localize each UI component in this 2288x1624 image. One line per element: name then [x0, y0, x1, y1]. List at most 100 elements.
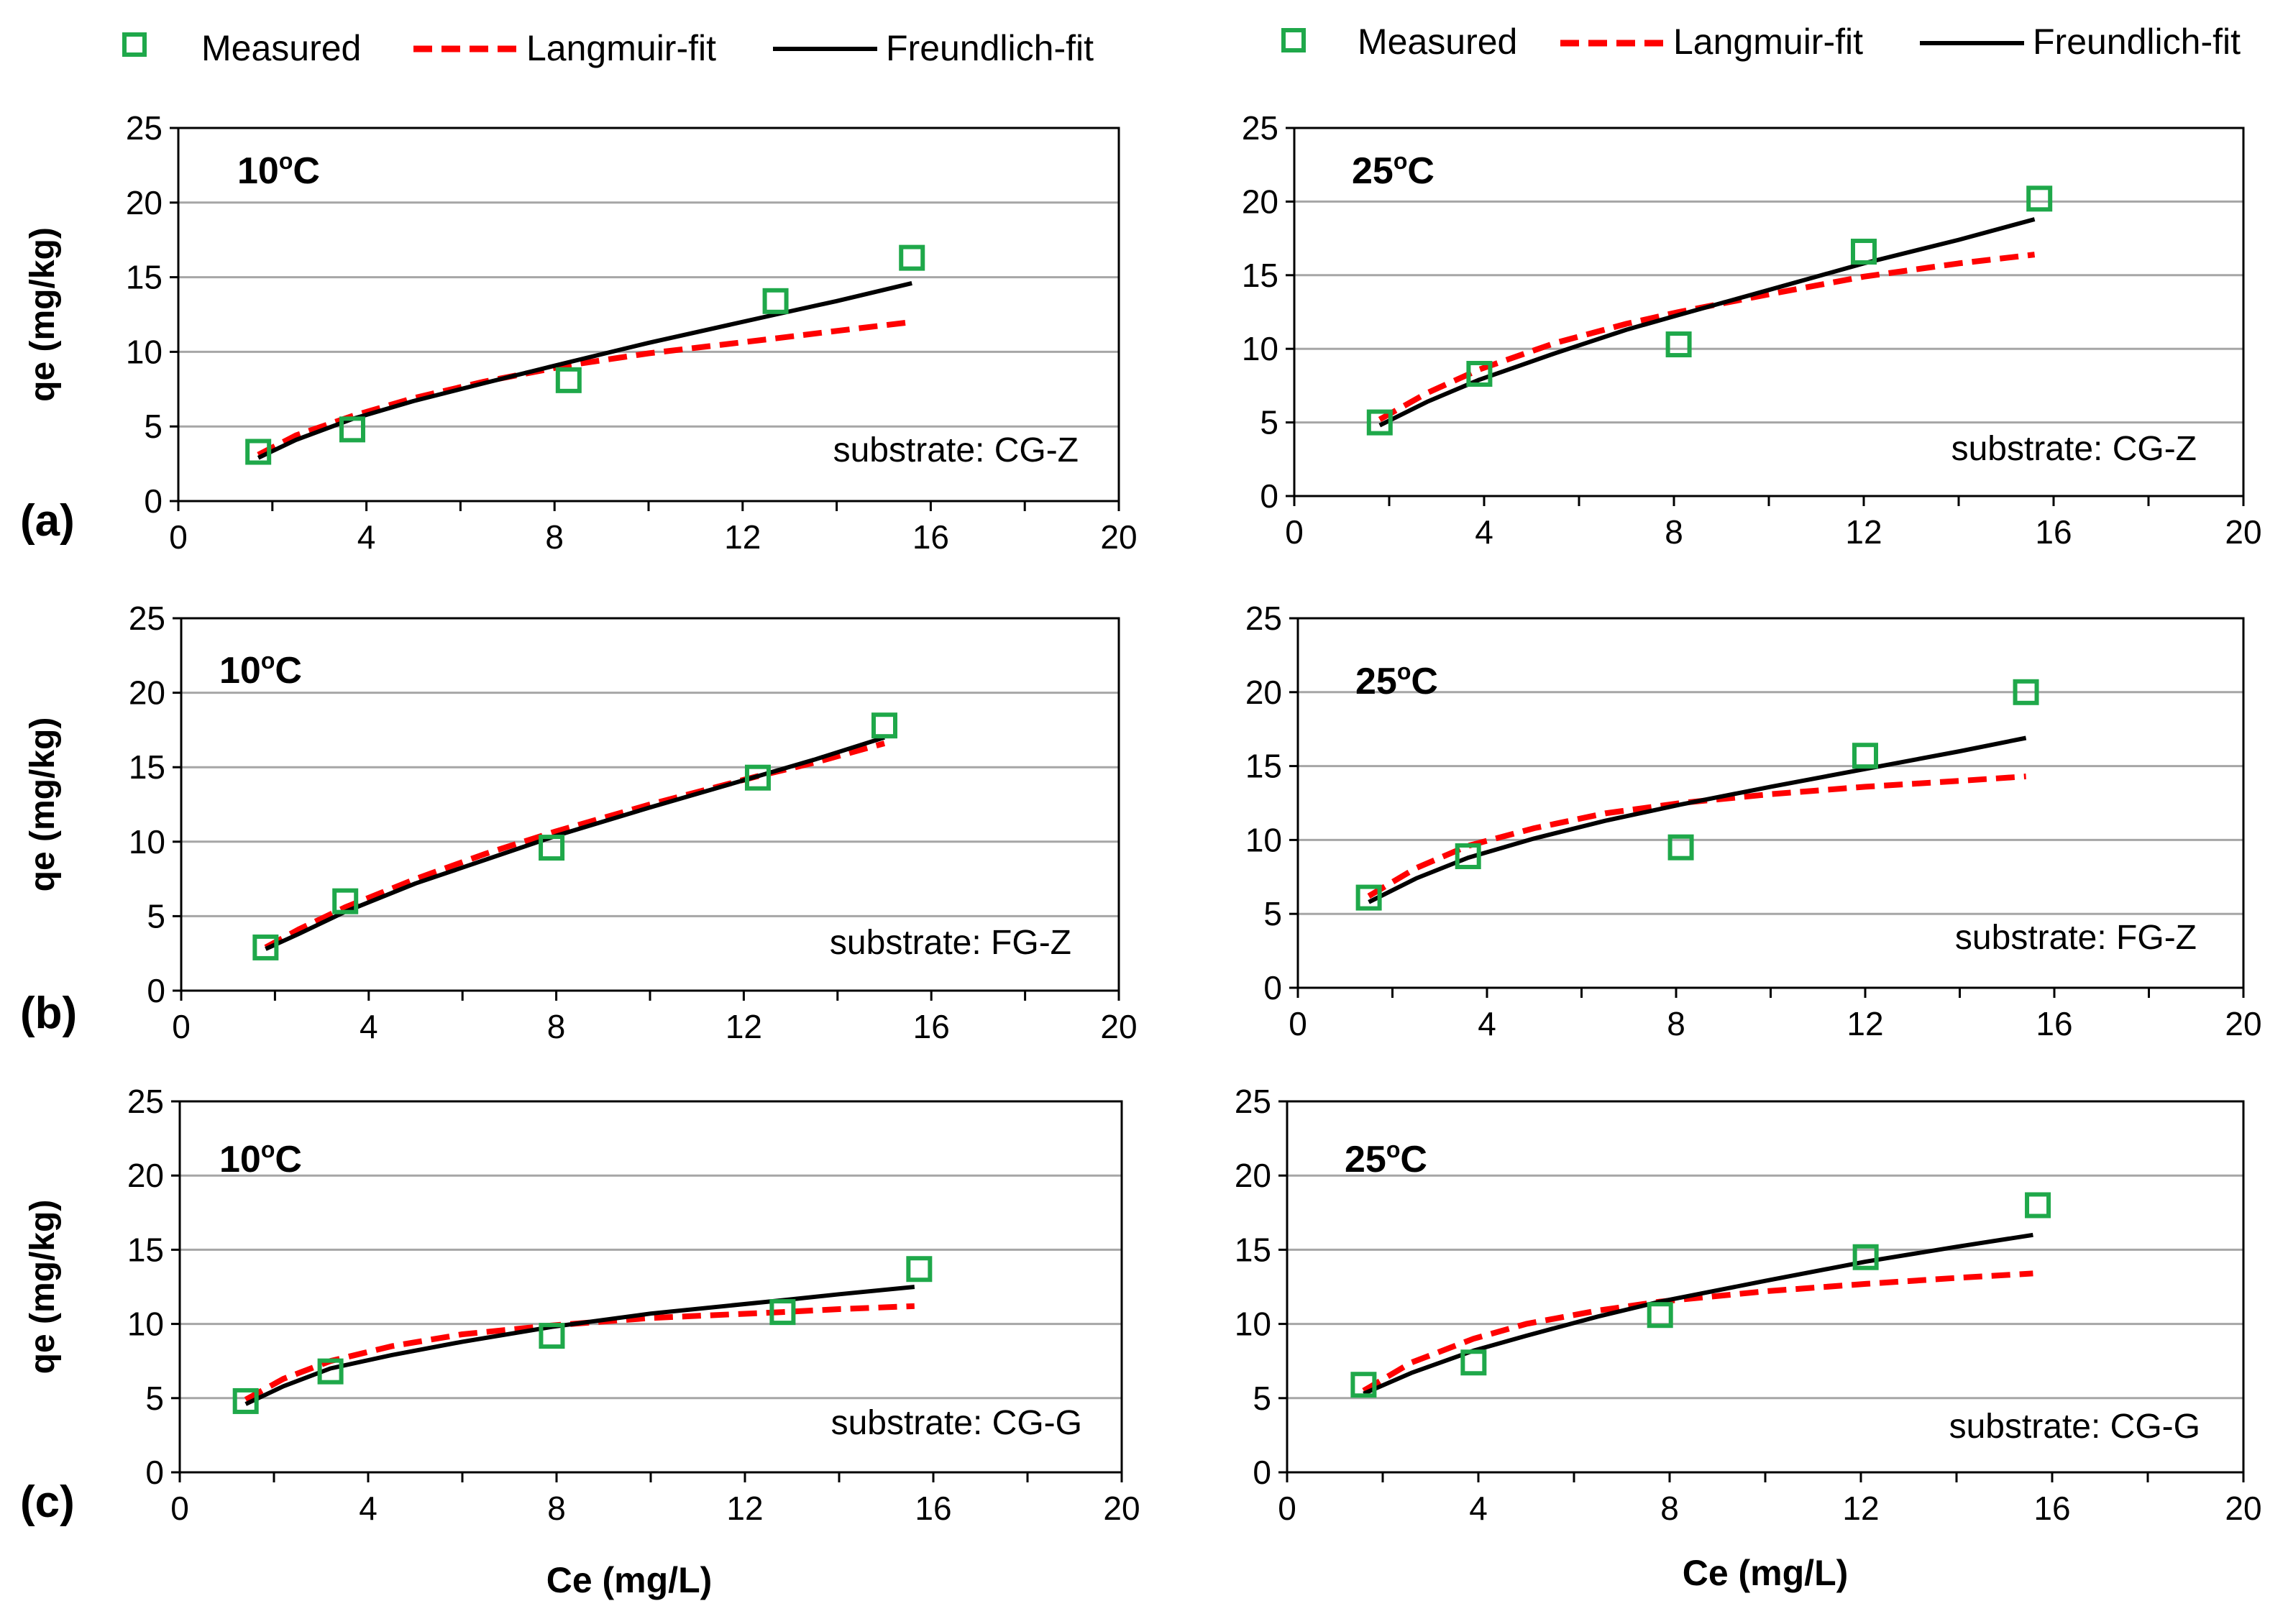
x-tick-label: 0	[169, 518, 188, 556]
legend-langmuir-label: Langmuir-fit	[526, 28, 716, 68]
plot-area-frame	[1293, 127, 2245, 497]
measured-point	[1455, 843, 1481, 870]
y-tick-label: 0	[1263, 969, 1282, 1006]
measured-point	[2013, 679, 2039, 705]
measured-point	[1366, 409, 1393, 436]
x-tick-label: 16	[915, 1490, 951, 1527]
x-tick-label: 0	[1289, 1005, 1307, 1042]
x-tick-label: 20	[2225, 513, 2261, 551]
legend-freundlich-label: Freundlich-fit	[886, 28, 1094, 68]
substrate-annotation: substrate: CG-G	[1949, 1408, 2200, 1446]
y-tick-label: 15	[1242, 257, 1278, 294]
x-tick-label: 12	[1842, 1490, 1879, 1527]
y-axis-label: qe (mg/kg)	[24, 717, 62, 892]
measured-point	[1851, 239, 1877, 265]
x-axis-label: Ce (mg/L)	[546, 1560, 713, 1600]
x-tick-label: 4	[359, 1490, 377, 1527]
legend-langmuir-label: Langmuir-fit	[1673, 22, 1863, 62]
panel-c-10c: 0 5 10 15 20 25 0 4 8 12 16 20 10oC substrate: CG-G qe…	[24, 1083, 1140, 1600]
x-tick-label: 8	[1665, 513, 1683, 551]
legend-measured-label: Measured	[201, 28, 361, 68]
x-tick-label: 20	[2225, 1490, 2261, 1527]
y-tick-label: 10	[1242, 330, 1278, 367]
y-tick-label: 0	[147, 972, 165, 1009]
x-tick-label: 20	[1100, 1008, 1137, 1045]
x-tick-label: 4	[1475, 513, 1493, 551]
y-tick-label: 10	[127, 1306, 164, 1343]
langmuir-fit-line	[257, 318, 912, 458]
y-tick-label: 5	[145, 1380, 164, 1417]
y-tick-label: 15	[1245, 748, 1282, 785]
panel-b-25c: 0 5 10 15 20 25 0 4 8 12 16 20 25oC substrate: FG-Z	[1245, 600, 2262, 1042]
y-tick-label: 5	[1253, 1380, 1271, 1417]
row-label-c: (c)	[20, 1477, 75, 1527]
measured-point	[871, 712, 897, 739]
x-tick-label: 4	[357, 518, 376, 556]
y-tick-label: 25	[129, 600, 165, 637]
x-tick-label: 12	[724, 518, 761, 556]
legend-measured-marker	[122, 32, 147, 57]
y-tick-label: 0	[1260, 477, 1278, 515]
measured-point	[332, 888, 359, 914]
freundlich-fit-line	[1368, 735, 2027, 904]
x-tick-label: 4	[1469, 1490, 1488, 1527]
langmuir-fit-line	[1362, 1270, 2033, 1393]
y-tick-label: 15	[1235, 1231, 1271, 1268]
y-tick-label: 25	[127, 1083, 164, 1120]
x-tick-label: 0	[1285, 513, 1304, 551]
x-tick-label: 12	[726, 1490, 763, 1527]
measured-point	[317, 1358, 344, 1385]
x-tick-label: 4	[360, 1008, 378, 1045]
row-label-a: (a)	[20, 496, 75, 546]
y-tick-label: 5	[147, 897, 165, 935]
measured-point	[762, 288, 789, 314]
panel-a-10c: 0 5 10 15 20 25 0 4 8 12 16 20 10oC substrate: CG-Z qe…	[24, 109, 1138, 556]
temperature-label: 25oC	[1355, 659, 1438, 702]
measured-point	[539, 1323, 565, 1349]
y-tick-label: 5	[1263, 895, 1282, 932]
langmuir-fit-line	[1378, 252, 2036, 422]
measured-point	[1355, 884, 1382, 911]
temperature-label: 25oC	[1352, 148, 1434, 192]
legend-right: Measured Langmuir-fit Freundlich-fit	[1281, 22, 2241, 62]
y-tick-label: 5	[144, 408, 163, 445]
row-label-b: (b)	[20, 988, 77, 1038]
temperature-label: 10oC	[219, 648, 302, 692]
x-tick-label: 12	[1845, 513, 1882, 551]
x-tick-label: 4	[1478, 1005, 1496, 1042]
temperature-label: 25oC	[1345, 1137, 1427, 1180]
temperature-label: 10oC	[237, 148, 320, 192]
y-tick-label: 15	[126, 259, 163, 296]
y-tick-label: 20	[1235, 1157, 1271, 1194]
y-tick-label: 20	[127, 1157, 164, 1194]
y-tick-label: 0	[145, 1454, 164, 1491]
y-tick-label: 5	[1260, 404, 1278, 441]
measured-point	[1665, 331, 1692, 358]
langmuir-fit-line	[1367, 774, 2026, 899]
freundlich-fit-line	[1378, 217, 2036, 428]
y-tick-label: 25	[1235, 1083, 1271, 1120]
x-tick-label: 16	[2033, 1490, 2070, 1527]
y-tick-label: 15	[129, 748, 165, 786]
substrate-annotation: substrate: CG-Z	[833, 431, 1079, 469]
panel-c-25c: 0 5 10 15 20 25 0 4 8 12 16 20 25oC substrate: CG-G Ce…	[1235, 1083, 2262, 1593]
y-axis-label: qe (mg/kg)	[24, 227, 62, 402]
measured-point	[1667, 834, 1694, 861]
plot-area-frame	[180, 617, 1120, 992]
plot-area-frame	[1286, 1100, 2245, 1474]
measured-point	[1460, 1349, 1487, 1376]
x-tick-label: 8	[545, 518, 564, 556]
x-tick-label: 16	[2036, 1005, 2072, 1042]
x-tick-label: 20	[2225, 1005, 2261, 1042]
measured-point	[339, 416, 365, 443]
y-tick-label: 20	[129, 674, 165, 712]
x-tick-label: 0	[172, 1008, 191, 1045]
substrate-annotation: substrate: CG-G	[831, 1404, 1082, 1442]
measured-point	[2025, 1192, 2051, 1219]
legend-left: Measured Langmuir-fit Freundlich-fit	[122, 28, 1094, 68]
freundlich-fit-line	[1363, 1232, 2033, 1396]
freundlich-fit-line	[265, 735, 885, 951]
measured-point	[245, 439, 272, 465]
langmuir-fit-line	[264, 740, 886, 950]
